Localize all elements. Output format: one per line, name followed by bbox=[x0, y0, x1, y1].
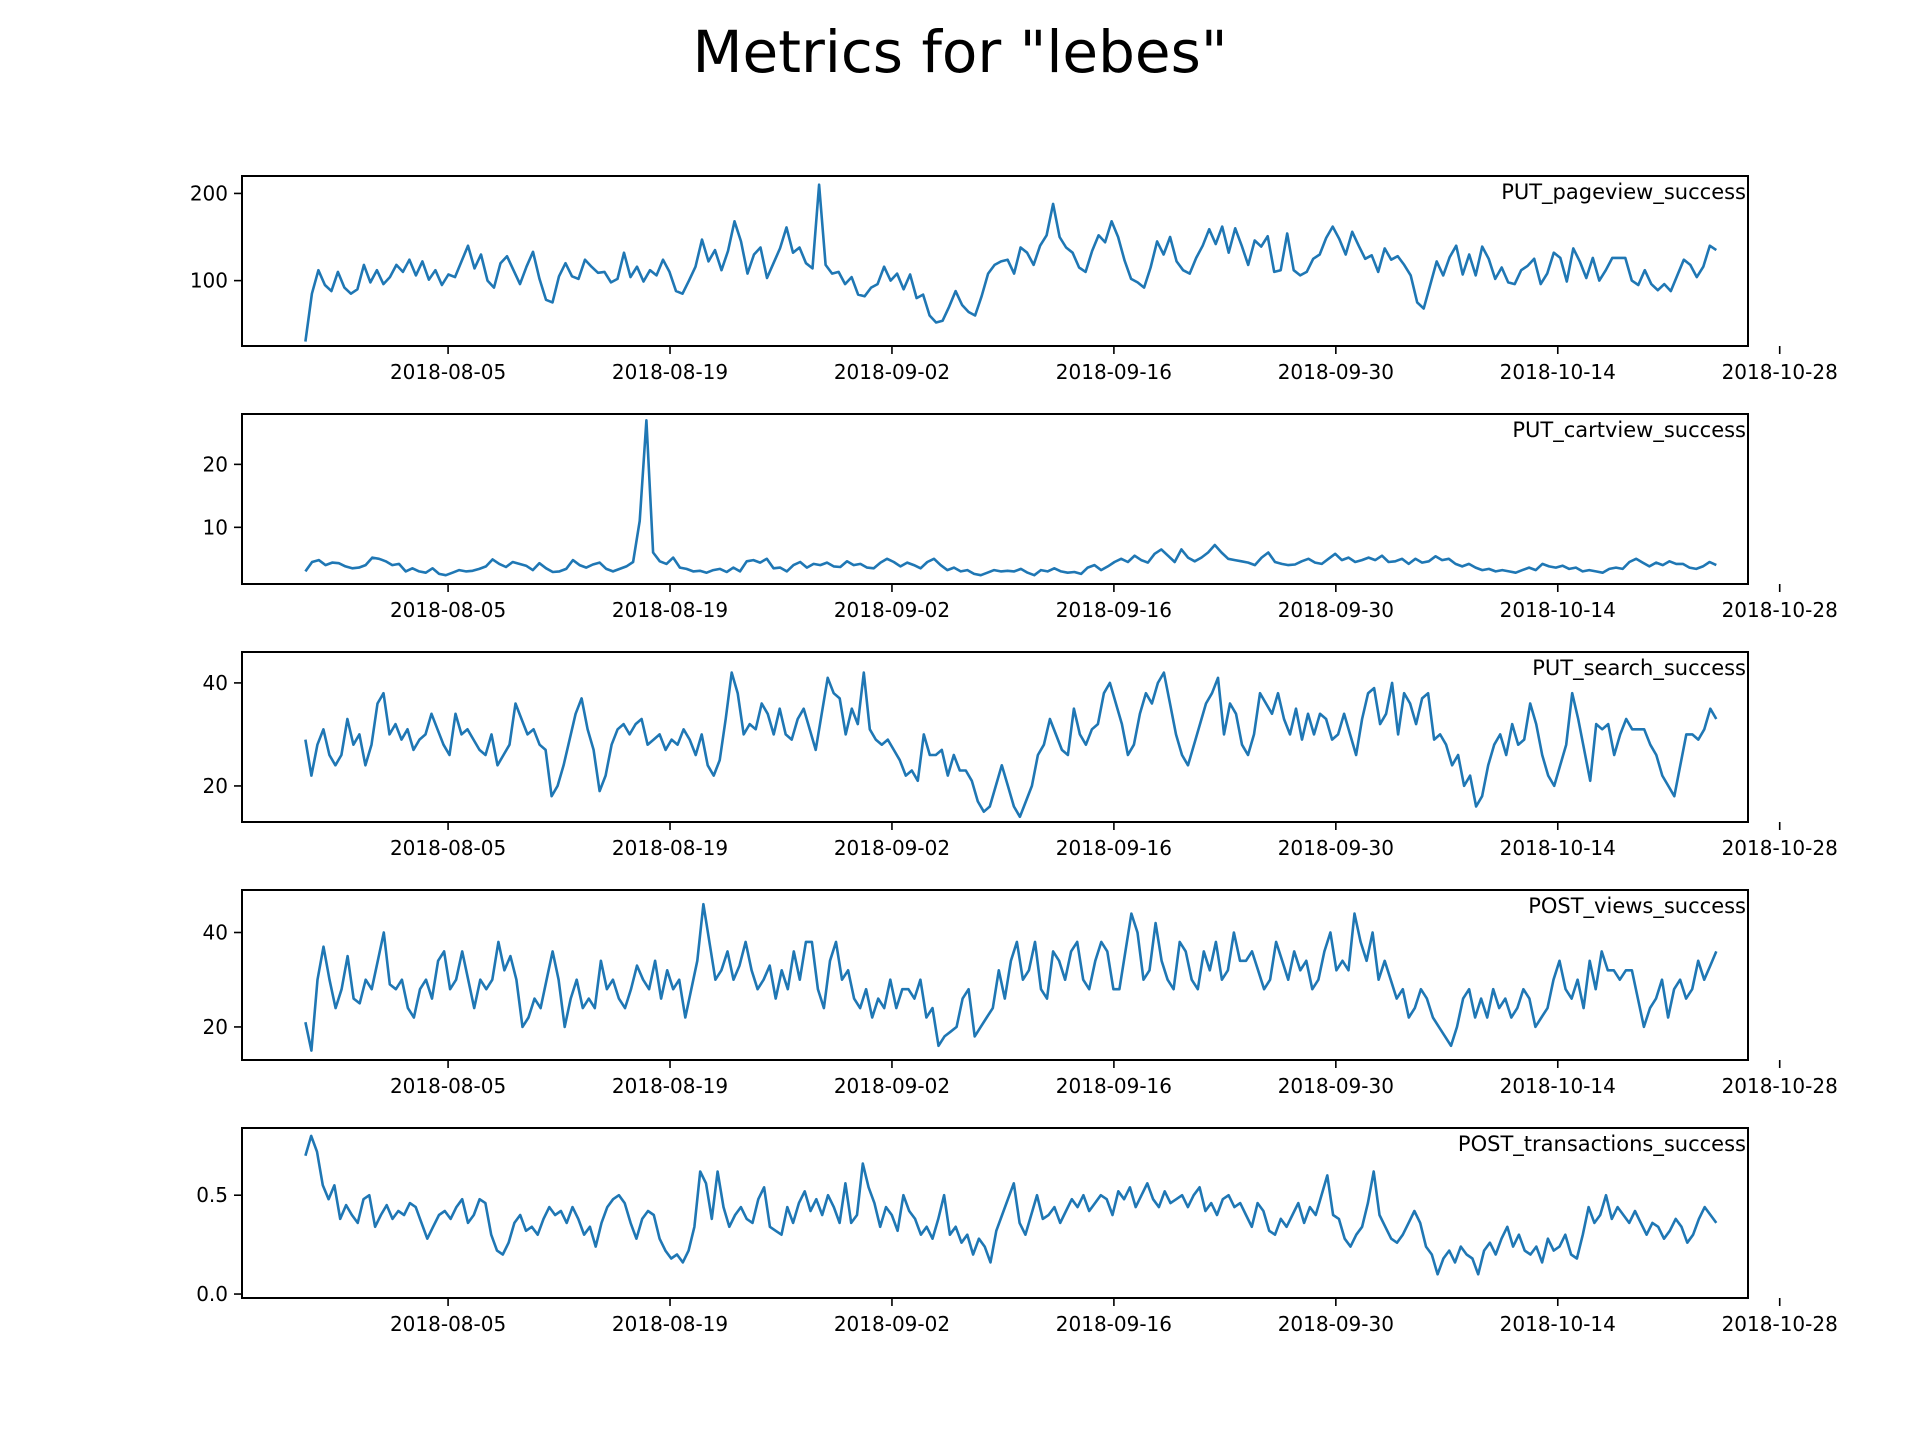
x-tick-label: 2018-09-02 bbox=[834, 598, 950, 622]
x-tick-label: 2018-10-14 bbox=[1500, 1074, 1616, 1098]
x-tick-label: 2018-09-02 bbox=[834, 360, 950, 384]
x-tick-label: 2018-08-19 bbox=[612, 360, 728, 384]
x-tick-label: 2018-09-30 bbox=[1278, 360, 1394, 384]
x-tick-label: 2018-09-16 bbox=[1056, 1074, 1172, 1098]
x-tick-label: 2018-10-14 bbox=[1500, 360, 1616, 384]
y-tick-label: 20 bbox=[203, 774, 228, 798]
x-tick-label: 2018-08-19 bbox=[612, 598, 728, 622]
axes-frame bbox=[241, 889, 1749, 1061]
x-tick-label: 2018-10-14 bbox=[1500, 1312, 1616, 1336]
series-line bbox=[304, 902, 1718, 1052]
y-tick-label: 10 bbox=[203, 515, 228, 539]
series-label: POST_views_success bbox=[1528, 894, 1746, 919]
axes-frame bbox=[241, 1127, 1749, 1299]
series-line bbox=[304, 183, 1718, 342]
series-label: PUT_pageview_success bbox=[1501, 180, 1746, 205]
x-tick-label: 2018-08-19 bbox=[612, 1312, 728, 1336]
x-tick-label: 2018-08-19 bbox=[612, 1074, 728, 1098]
x-tick-label: 2018-10-28 bbox=[1722, 1312, 1838, 1336]
x-tick-label: 2018-09-02 bbox=[834, 836, 950, 860]
x-tick-label: 2018-10-28 bbox=[1722, 836, 1838, 860]
subplot-2: 2018-08-05 2018-08-19 2018-09-02 2018-09-16… bbox=[203, 413, 1838, 622]
y-tick-label: 200 bbox=[190, 181, 228, 205]
x-tick-label: 2018-09-16 bbox=[1056, 1312, 1172, 1336]
x-tick-label: 2018-10-28 bbox=[1722, 1074, 1838, 1098]
x-tick-label: 2018-10-28 bbox=[1722, 360, 1838, 384]
x-tick-label: 2018-08-05 bbox=[390, 1312, 506, 1336]
x-tick-label: 2018-09-16 bbox=[1056, 360, 1172, 384]
series-label: PUT_cartview_success bbox=[1512, 418, 1746, 443]
subplot-4: 2018-08-05 2018-08-19 2018-09-02 2018-09-16… bbox=[203, 889, 1838, 1098]
subplot-3: 2018-08-05 2018-08-19 2018-09-02 2018-09-16… bbox=[203, 651, 1838, 860]
series-line bbox=[304, 418, 1717, 577]
x-tick-label: 2018-09-02 bbox=[834, 1074, 950, 1098]
y-tick-label: 0.5 bbox=[196, 1183, 228, 1207]
y-tick-label: 20 bbox=[203, 452, 228, 476]
x-tick-label: 2018-08-19 bbox=[612, 836, 728, 860]
x-tick-label: 2018-09-16 bbox=[1056, 836, 1172, 860]
x-tick-label: 2018-09-02 bbox=[834, 1312, 950, 1336]
x-tick-label: 2018-09-30 bbox=[1278, 836, 1394, 860]
series-label: POST_transactions_success bbox=[1458, 1132, 1746, 1157]
subplot-1: 2018-08-05 2018-08-19 2018-09-02 2018-09-16… bbox=[190, 175, 1838, 384]
x-tick-label: 2018-09-30 bbox=[1278, 598, 1394, 622]
x-tick-label: 2018-10-14 bbox=[1500, 598, 1616, 622]
y-tick-label: 40 bbox=[203, 671, 228, 695]
x-tick-label: 2018-10-14 bbox=[1500, 836, 1616, 860]
y-tick-label: 100 bbox=[190, 269, 228, 293]
series-label: PUT_search_success bbox=[1532, 656, 1746, 681]
axes-frame bbox=[241, 175, 1749, 347]
series-line bbox=[304, 1134, 1718, 1276]
x-tick-label: 2018-09-30 bbox=[1278, 1074, 1394, 1098]
x-tick-label: 2018-09-30 bbox=[1278, 1312, 1394, 1336]
page-title: Metrics for "lebes" bbox=[692, 18, 1228, 86]
y-tick-label: 20 bbox=[203, 1015, 228, 1039]
series-line bbox=[304, 671, 1718, 819]
x-tick-label: 2018-08-05 bbox=[390, 1074, 506, 1098]
x-tick-label: 2018-09-16 bbox=[1056, 598, 1172, 622]
subplot-5: 2018-08-05 2018-08-19 2018-09-02 2018-09-16… bbox=[196, 1127, 1838, 1336]
x-tick-label: 2018-08-05 bbox=[390, 836, 506, 860]
axes-frame bbox=[241, 413, 1749, 585]
x-tick-label: 2018-10-28 bbox=[1722, 598, 1838, 622]
axes-frame bbox=[241, 651, 1749, 823]
x-tick-label: 2018-08-05 bbox=[390, 598, 506, 622]
x-tick-label: 2018-08-05 bbox=[390, 360, 506, 384]
y-tick-label: 0.0 bbox=[196, 1282, 228, 1306]
y-tick-label: 40 bbox=[203, 921, 228, 945]
